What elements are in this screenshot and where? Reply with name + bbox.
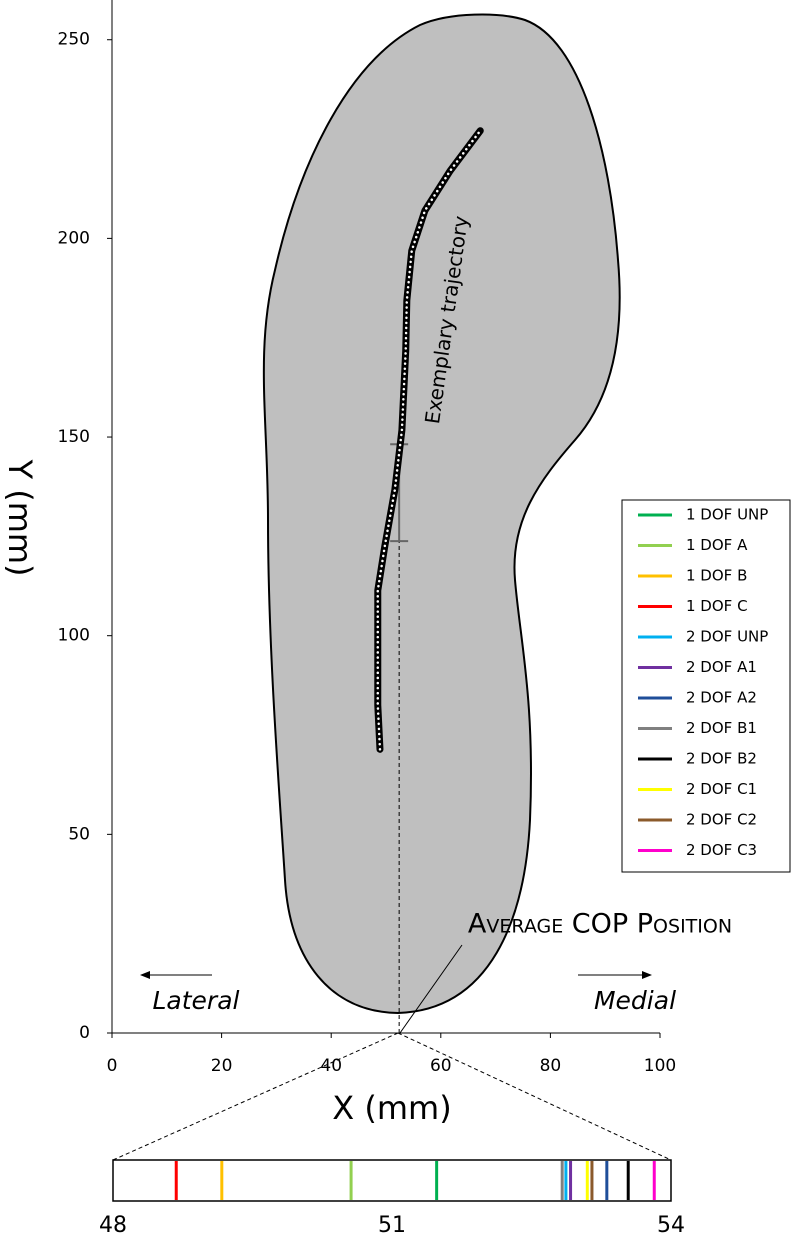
- inset-connector: [112, 1032, 399, 1161]
- x-tick-label: 40: [320, 1056, 342, 1076]
- legend-label: 2 DOF B1: [686, 719, 757, 737]
- x-tick-label: 20: [211, 1056, 233, 1076]
- x-tick-label: 54: [657, 1213, 685, 1237]
- y-tick-label: 0: [79, 1023, 90, 1043]
- legend-label: 1 DOF B: [686, 567, 747, 585]
- y-axis-title: Y (mm): [1, 458, 39, 576]
- legend-label: 2 DOF A2: [686, 689, 757, 707]
- annotation: Lateral: [153, 986, 240, 1015]
- x-tick-label: 100: [644, 1056, 676, 1076]
- legend-label: 1 DOF C: [686, 597, 748, 615]
- foot-outline: [262, 13, 621, 1015]
- trajectory-dots: [376, 129, 482, 751]
- legend-label: 2 DOF C3: [686, 841, 757, 859]
- x-axis-title: X (mm): [332, 1089, 451, 1127]
- leader-line: [399, 944, 463, 1034]
- annotation: Medial: [594, 986, 676, 1015]
- arrow-head: [642, 971, 652, 979]
- y-tick-label: 150: [58, 427, 90, 447]
- x-tick-label: 60: [430, 1056, 452, 1076]
- y-tick-label: 50: [68, 824, 90, 844]
- annotation: Average COP Position: [468, 909, 732, 940]
- x-tick-label: 51: [378, 1213, 406, 1237]
- y-tick-label: 250: [58, 30, 90, 50]
- y-tick-label: 100: [58, 626, 90, 646]
- x-tick-label: 80: [540, 1056, 562, 1076]
- legend-label: 2 DOF A1: [686, 658, 757, 676]
- x-tick-label: 48: [99, 1213, 127, 1237]
- inset-box: [112, 1159, 672, 1202]
- legend-label: 1 DOF UNP: [686, 506, 768, 524]
- y-tick-label: 200: [58, 228, 90, 248]
- legend-label: 2 DOF B2: [686, 750, 757, 768]
- arrow-head: [140, 971, 150, 979]
- legend-label: 1 DOF A: [686, 536, 748, 554]
- legend-label: 2 DOF C2: [686, 811, 757, 829]
- x-tick-label: 0: [107, 1056, 118, 1076]
- legend-box: [621, 499, 791, 873]
- legend-label: 2 DOF UNP: [686, 628, 768, 646]
- legend-label: 2 DOF C1: [686, 780, 757, 798]
- inset-connector: [397, 1032, 672, 1161]
